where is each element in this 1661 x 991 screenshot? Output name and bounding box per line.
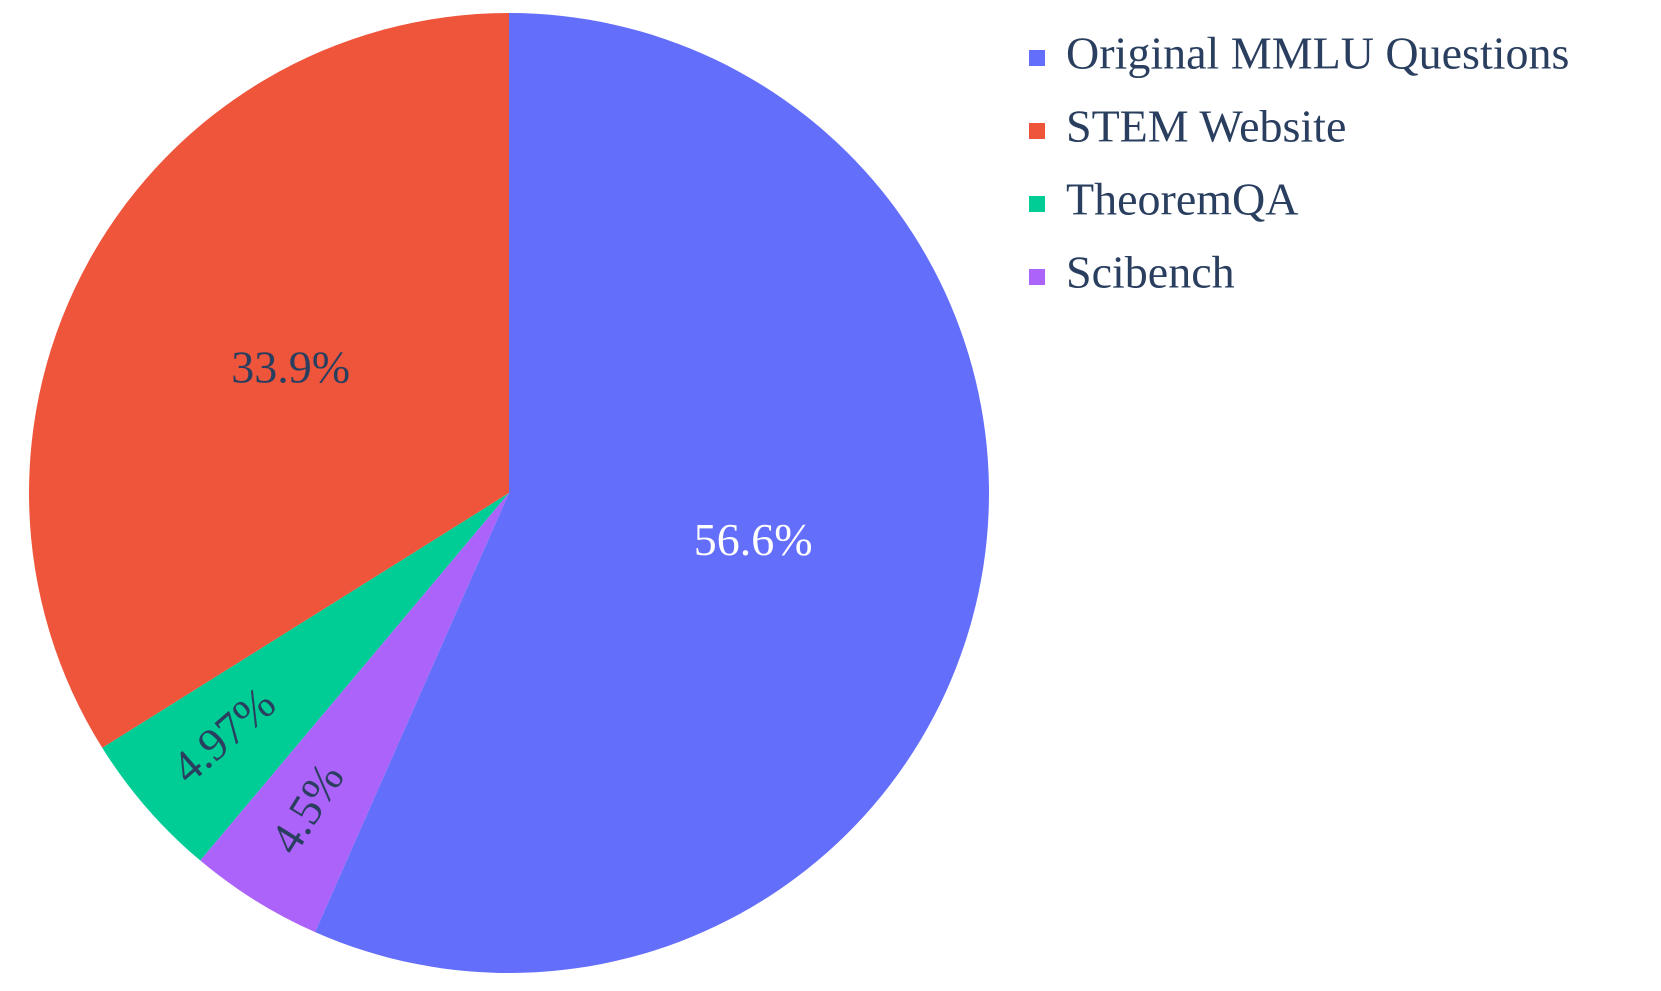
pie-slice — [200, 493, 509, 933]
legend-label: STEM Website — [1066, 101, 1346, 152]
slice-label: 33.9% — [231, 342, 350, 393]
legend-swatch — [1029, 50, 1045, 66]
pie-slice — [102, 493, 510, 861]
legend-swatch — [1029, 196, 1045, 212]
legend-swatch — [1029, 123, 1045, 139]
pie-slice — [315, 13, 989, 973]
pie-slice — [28, 13, 509, 748]
legend-label: Original MMLU Questions — [1066, 28, 1569, 79]
legend-swatch — [1029, 269, 1045, 285]
slice-label: 56.6% — [694, 514, 813, 565]
legend-label: Scibench — [1066, 247, 1235, 298]
legend-label: TheoremQA — [1066, 174, 1298, 225]
